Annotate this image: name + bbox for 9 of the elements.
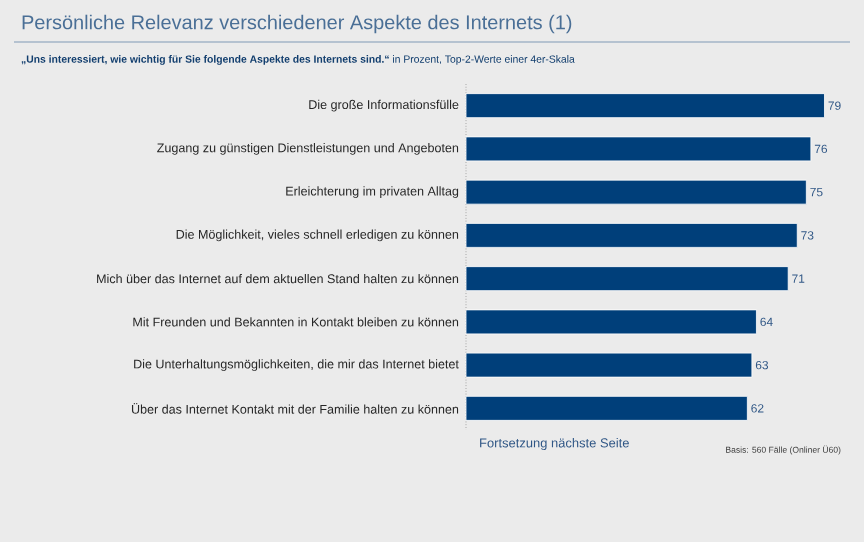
bar <box>465 93 825 119</box>
bar <box>465 222 798 248</box>
bar <box>465 352 753 378</box>
bar <box>465 266 789 292</box>
text: Persönliche Relevanz verschiedener Aspekte des Internets (1) <box>22 14 572 34</box>
bar <box>465 395 748 421</box>
bar <box>465 309 757 335</box>
bar <box>465 136 812 162</box>
bar <box>465 179 807 205</box>
